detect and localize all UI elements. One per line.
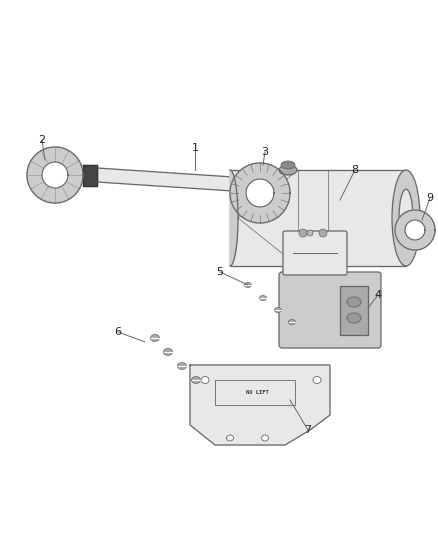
Polygon shape (283, 266, 358, 294)
Text: 5: 5 (216, 267, 223, 277)
Polygon shape (42, 162, 68, 188)
Polygon shape (395, 210, 435, 250)
Text: 1: 1 (191, 143, 198, 153)
Ellipse shape (392, 170, 420, 266)
Text: 7: 7 (304, 425, 311, 435)
Polygon shape (97, 168, 248, 192)
Ellipse shape (191, 376, 201, 384)
Polygon shape (230, 170, 238, 266)
Polygon shape (190, 365, 330, 445)
Text: 4: 4 (374, 290, 381, 300)
Ellipse shape (281, 161, 295, 169)
Polygon shape (248, 175, 266, 195)
Polygon shape (246, 179, 274, 207)
Polygon shape (230, 170, 406, 266)
Text: 8: 8 (351, 165, 359, 175)
Ellipse shape (275, 308, 282, 312)
Text: 2: 2 (39, 135, 46, 145)
FancyBboxPatch shape (283, 231, 347, 275)
Ellipse shape (319, 229, 327, 237)
Polygon shape (83, 165, 97, 185)
Ellipse shape (201, 376, 209, 384)
Polygon shape (27, 147, 83, 203)
Ellipse shape (151, 335, 159, 342)
Text: 9: 9 (427, 193, 434, 203)
Ellipse shape (347, 297, 361, 307)
Ellipse shape (313, 376, 321, 384)
Ellipse shape (259, 295, 266, 301)
Ellipse shape (261, 435, 268, 441)
Ellipse shape (347, 313, 361, 323)
FancyBboxPatch shape (279, 272, 381, 348)
Text: 3: 3 (261, 147, 268, 157)
Polygon shape (405, 220, 425, 240)
Polygon shape (230, 163, 290, 223)
Text: 6: 6 (114, 327, 121, 337)
Ellipse shape (299, 229, 307, 237)
Ellipse shape (163, 349, 173, 356)
Ellipse shape (226, 435, 233, 441)
Text: NO LIFT: NO LIFT (246, 391, 268, 395)
Bar (340, 286, 368, 335)
Ellipse shape (307, 230, 313, 236)
Polygon shape (215, 380, 295, 405)
Ellipse shape (289, 319, 296, 325)
Ellipse shape (177, 362, 187, 369)
Ellipse shape (244, 282, 251, 287)
Ellipse shape (279, 165, 297, 175)
Ellipse shape (399, 189, 413, 247)
